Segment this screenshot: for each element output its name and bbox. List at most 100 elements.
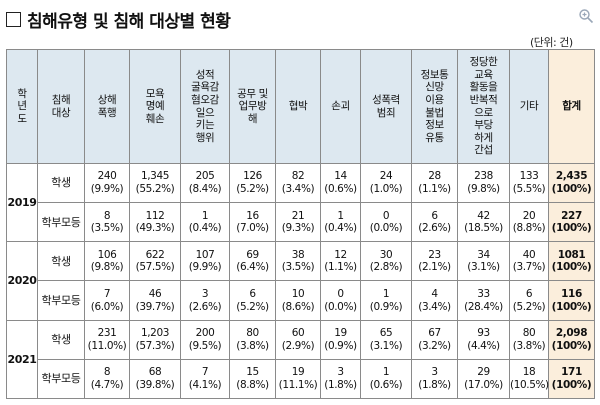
value-cell: 30 (2.8%): [360, 241, 412, 282]
value-cell: 200 (9.5%): [180, 319, 230, 360]
value-cell: 16 (7.0%): [229, 202, 276, 243]
header-insult-defamation: 모욕 명예 훼손: [129, 49, 181, 164]
value-cell: 80 (3.8%): [229, 319, 276, 360]
value-cell: 7 (6.0%): [84, 280, 130, 321]
count-value: 8: [103, 209, 111, 222]
percent-value: (2.6%): [188, 300, 222, 313]
value-cell: 19 (11.1%): [275, 358, 321, 400]
header-text-line: 명예: [145, 100, 165, 113]
header-text-line: 공무 및: [237, 87, 268, 100]
percent-value: (3.5%): [281, 261, 315, 274]
zoom-in-icon[interactable]: [578, 8, 594, 24]
percent-value: (1.1%): [418, 183, 451, 196]
value-cell: 6 (5.2%): [229, 280, 276, 321]
header-text-line: 년: [17, 100, 27, 113]
total-cell: 171 (100%): [548, 358, 595, 400]
count-value: 3: [431, 366, 438, 379]
header-text-line: 업무방: [238, 100, 267, 113]
header-text-line: 범죄: [376, 106, 396, 119]
value-cell: 6 (2.6%): [411, 202, 458, 243]
count-value: 20: [522, 209, 536, 222]
percent-value: (3.5%): [90, 222, 124, 235]
total-count: 1081: [557, 248, 586, 261]
table-row: 학부모등 7 (6.0%) 46 (39.7%) 3 (2.6%) 6 (5.2%) 10 (8.6…: [7, 280, 595, 321]
percent-value: (4.1%): [188, 378, 222, 391]
percent-value: (3.1%): [467, 261, 500, 274]
value-cell: 38 (3.5%): [275, 241, 321, 282]
count-value: 1: [382, 287, 390, 300]
percent-value: (2.9%): [281, 339, 315, 352]
value-cell: 107 (9.9%): [180, 241, 230, 282]
count-value: 40: [522, 248, 536, 261]
count-value: 133: [519, 170, 539, 183]
total-percent: (100%): [551, 378, 592, 391]
value-cell: 23 (2.1%): [411, 241, 458, 282]
header-other: 기타: [509, 49, 549, 164]
header-total: 합계: [548, 49, 595, 164]
total-cell: 2,098 (100%): [548, 319, 595, 360]
percent-value: (6.0%): [90, 300, 124, 313]
value-cell: 133 (5.5%): [509, 162, 549, 204]
header-text-line: 학: [17, 87, 27, 100]
count-value: 19: [334, 327, 347, 340]
value-cell: 18 (10.5%): [509, 358, 549, 400]
header-text-line: 부당: [474, 119, 493, 132]
count-value: 16: [246, 209, 259, 222]
count-value: 6: [249, 287, 256, 300]
target-cell: 학부모등: [37, 280, 85, 321]
percent-value: (6.4%): [236, 261, 269, 274]
count-value: 240: [97, 170, 117, 183]
value-cell: 69 (6.4%): [229, 241, 276, 282]
count-value: 15: [246, 366, 259, 379]
value-cell: 1,345 (55.2%): [129, 162, 181, 204]
count-value: 238: [474, 170, 493, 183]
percent-value: (3.4%): [281, 183, 315, 196]
percent-value: (4.7%): [90, 378, 124, 391]
count-value: 6: [431, 209, 438, 222]
percent-value: (1.1%): [324, 261, 357, 274]
value-cell: 21 (9.3%): [275, 202, 321, 243]
value-cell: 4 (3.4%): [411, 280, 458, 321]
count-value: 19: [291, 366, 305, 379]
value-cell: 106 (9.8%): [84, 241, 130, 282]
value-cell: 8 (3.5%): [84, 202, 130, 243]
count-value: 126: [243, 170, 262, 183]
count-value: 3: [337, 366, 344, 379]
percent-value: (8.8%): [512, 222, 546, 235]
header-text-line: 키는: [195, 119, 215, 132]
header-threat: 협박: [275, 49, 321, 164]
total-cell: 227 (100%): [548, 202, 595, 243]
header-text-line: 활동을: [469, 81, 498, 94]
header-property-damage: 손괴: [320, 49, 361, 164]
count-value: 82: [291, 170, 305, 183]
count-value: 33: [477, 287, 490, 300]
percent-value: (9.8%): [90, 261, 124, 274]
count-value: 1: [382, 366, 390, 379]
percent-value: (17.0%): [464, 378, 503, 391]
header-unfair-interference: 정당한 교육 활동을 반복적 으로 부당 하게 간섭: [457, 49, 510, 164]
header-text-line: 훼손: [145, 112, 165, 125]
value-cell: 7 (4.1%): [180, 358, 230, 400]
value-cell: 93 (4.4%): [457, 319, 510, 360]
value-cell: 60 (2.9%): [275, 319, 321, 360]
value-cell: 33 (28.4%): [457, 280, 510, 321]
header-text-line: 혐오감: [191, 93, 219, 106]
value-cell: 1 (0.4%): [320, 202, 361, 243]
count-value: 30: [379, 248, 393, 261]
value-cell: 80 (3.8%): [509, 319, 549, 360]
unit-label: (단위: 건): [530, 36, 573, 49]
header-illegal-info-distribution: 정보통 신망 이용 불법 정보 유통: [411, 49, 458, 164]
percent-value: (9.5%): [188, 339, 222, 352]
header-text-line: 간섭: [474, 144, 493, 157]
percent-value: (1.8%): [418, 378, 451, 391]
percent-value: (3.4%): [418, 300, 451, 313]
header-text-line: 이용: [425, 93, 444, 106]
count-value: 23: [428, 248, 441, 261]
percent-value: (0.4%): [188, 222, 222, 235]
header-text-line: 성적: [195, 68, 215, 81]
value-cell: 1,203 (57.3%): [129, 319, 181, 360]
total-count: 171: [561, 366, 582, 379]
table-row: 2020 학생 106 (9.8%) 622 (57.5%) 107 (9.9%) 69 (6.4…: [6, 241, 595, 321]
count-value: 3: [201, 287, 209, 300]
percent-value: (5.2%): [236, 183, 269, 196]
